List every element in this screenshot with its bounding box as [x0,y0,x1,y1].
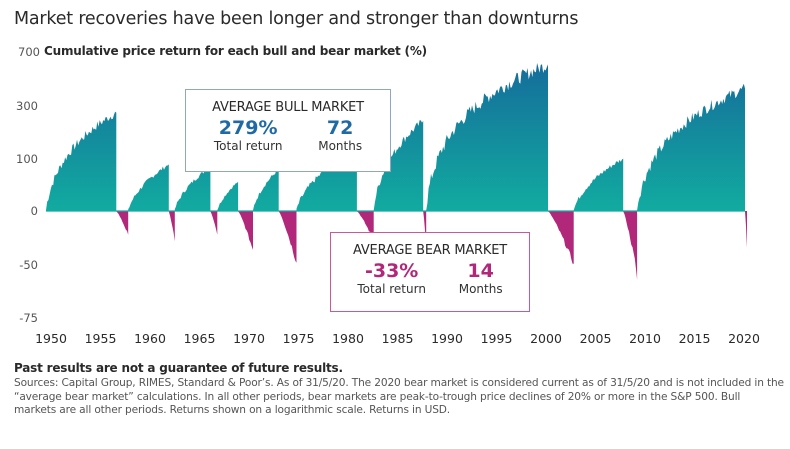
bear-callout-title: AVERAGE BEAR MARKET [353,243,507,258]
bear-market-area [116,211,129,235]
x-tick-label: 1980 [332,331,364,346]
y-axis: 700 300 100 0 -50 -75 [16,45,40,325]
y-tick-label: -50 [19,258,38,272]
y-tick-label: 700 [18,45,40,59]
bear-total-return: -33% Total return [357,260,426,297]
x-tick-label: 2010 [629,331,661,346]
bear-market-area [278,211,297,263]
bull-duration: 72 Months [318,117,362,154]
x-tick-label: 1985 [382,331,414,346]
bull-duration-value: 72 [326,117,354,139]
bull-market-area [128,164,169,211]
y-tick-label: 0 [31,204,38,218]
bull-total-return: 279% Total return [214,117,283,154]
bear-market-area [168,211,175,242]
chart-subtitle: Cumulative price return for each bull an… [44,44,427,58]
bear-market-area [423,211,427,248]
y-tick-label: 100 [16,152,38,166]
bear-market-area [238,211,253,250]
x-tick-label: 1950 [35,331,67,346]
average-bull-market-callout: AVERAGE BULL MARKET 279% Total return 72… [185,89,391,172]
bull-callout-title: AVERAGE BULL MARKET [212,100,364,115]
bear-market-area [548,211,574,264]
y-tick-label: 300 [16,99,38,113]
x-tick-label: 2000 [530,331,562,346]
bear-market-area [210,211,218,235]
bull-market-area [174,166,211,211]
bull-market-area [426,63,548,211]
bull-market-area [253,169,279,211]
bull-return-label: Total return [213,139,283,153]
x-tick-label: 1965 [184,331,216,346]
bear-return-label: Total return [357,282,426,296]
x-tick-label: 1975 [283,331,315,346]
x-tick-label: 1955 [85,331,117,346]
x-tick-label: 1960 [134,331,166,346]
bull-market-area [46,111,117,211]
x-axis: 1950 1955 1960 1965 1970 1975 1980 1985 1990 1995… [35,331,760,346]
bear-duration: 14 Months [459,260,503,297]
bear-market-area [623,211,638,280]
x-tick-label: 2005 [580,331,612,346]
bear-duration-value: 14 [467,260,494,282]
bull-market-area [373,120,424,211]
bull-market-series [46,63,745,211]
bear-market-series [116,211,747,280]
bull-return-value: 279% [218,117,278,139]
average-bear-market-callout: AVERAGE BEAR MARKET -33% Total return 14… [330,232,530,312]
bull-market-area [637,83,745,211]
bear-duration-label: Months [458,282,503,296]
x-tick-label: 2015 [679,331,711,346]
bull-market-area [573,158,624,211]
disclaimer: Past results are not a guarantee of futu… [14,361,343,375]
x-tick-label: 2020 [728,331,760,346]
bull-duration-label: Months [318,139,363,153]
x-tick-label: 1995 [481,331,513,346]
sources-note: Sources: Capital Group, RIMES, Standard … [14,377,784,416]
x-tick-label: 1990 [431,331,463,346]
x-tick-label: 1970 [233,331,265,346]
bear-return-value: -33% [364,260,419,282]
bear-market-area [356,211,374,241]
bear-market-area [745,211,747,248]
bull-market-area [217,181,239,211]
chart-title: Market recoveries have been longer and s… [14,9,579,29]
y-tick-label: -75 [19,311,38,325]
